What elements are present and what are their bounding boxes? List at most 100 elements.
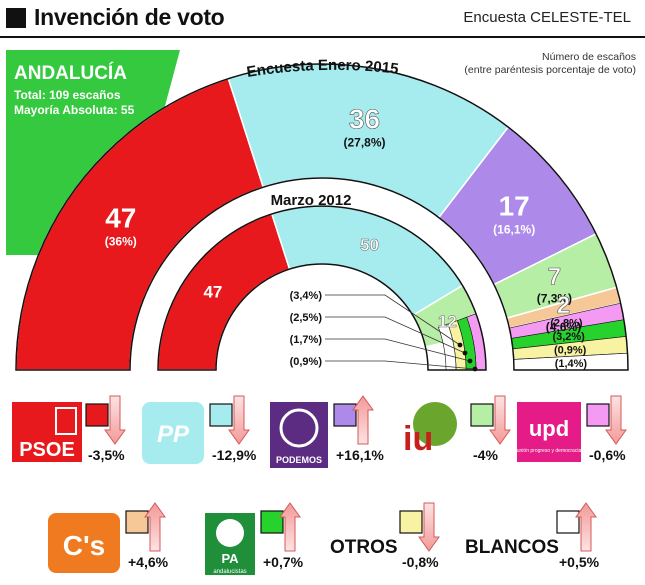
outer-seats-podemos: 17: [499, 191, 530, 222]
party-logo-pa: PA andalucistas: [205, 513, 255, 575]
color-swatch-iu: [470, 403, 494, 427]
change-value-podemos: +16,1%: [336, 447, 384, 463]
arrow-down-icon: [228, 395, 250, 445]
change-panels: PSOE -3,5% PP -12,9% PODEMOS +16,1% iu -4% upd un…: [12, 395, 627, 575]
svg-text:PSOE: PSOE: [19, 439, 75, 461]
outer-pct-pp: (27,8%): [343, 136, 385, 150]
inner-pct-upyd: (3,4%): [290, 290, 323, 302]
party-logo-blancos: BLANCOS: [465, 537, 559, 558]
arrow-down-icon: [418, 502, 440, 552]
callout-dot-upyd: [457, 342, 463, 348]
outer-ring: [15, 63, 629, 371]
party-logo-upyd: upd unión progreso y democracia: [517, 402, 582, 462]
svg-text:upd: upd: [529, 416, 569, 441]
change-value-upyd: -0,6%: [589, 447, 626, 463]
party-logo-iu: iu: [403, 402, 457, 458]
outer-pct-pa: (3,2%): [552, 331, 585, 343]
inner-seats-psoe: 47: [203, 282, 222, 301]
change-value-c-s: +4,6%: [128, 554, 169, 570]
svg-text:PODEMOS: PODEMOS: [276, 455, 322, 465]
party-logo-c-s: C's: [48, 513, 120, 573]
change-value-pp: -12,9%: [212, 447, 257, 463]
inner-seats-iu: 12: [438, 312, 457, 331]
inner-pct-blancos: (0,9%): [290, 356, 323, 368]
outer-pct-blancos: (1,4%): [555, 358, 588, 370]
change-panel-podemos: PODEMOS +16,1%: [270, 395, 384, 468]
change-panel-c-s: C's +4,6%: [48, 502, 169, 573]
outer-pct-otros: (0,9%): [554, 344, 587, 356]
color-swatch-pp: [209, 403, 233, 427]
outer-pct-psoe: (36%): [105, 234, 137, 248]
change-value-psoe: -3,5%: [88, 447, 125, 463]
inner-ring-outline: [157, 205, 487, 371]
region-majority: Mayoría Absoluta: 55: [14, 103, 135, 117]
note-line-1: Número de escaños: [542, 51, 636, 63]
svg-text:PP: PP: [157, 421, 190, 448]
callout-line-blancos: [325, 360, 476, 370]
svg-text:OTROS: OTROS: [330, 537, 398, 558]
svg-text:andalucistas: andalucistas: [213, 569, 246, 575]
callout-dot-otros: [467, 358, 473, 364]
change-panel-otros: OTROS-0,8%: [330, 502, 440, 570]
svg-text:unión progreso y democracia: unión progreso y democracia: [517, 448, 582, 454]
outer-pct-upyd: (4,6%): [546, 320, 581, 334]
arrow-down-icon: [489, 395, 511, 445]
change-panel-pp: PP -12,9%: [142, 395, 257, 464]
color-swatch-otros: [399, 510, 423, 534]
party-logo-podemos: PODEMOS: [270, 402, 328, 468]
change-panel-psoe: PSOE -3,5%: [12, 395, 126, 463]
outer-seats-pp: 36: [349, 104, 380, 135]
outer-pct-iu: (7,3%): [537, 292, 572, 306]
inner-pct-otros: (1,7%): [290, 334, 323, 346]
svg-text:PA: PA: [221, 551, 239, 566]
change-value-blancos: +0,5%: [559, 554, 600, 570]
note-line-2: (entre paréntesis porcentaje de voto): [464, 64, 636, 76]
color-swatch-c-s: [125, 510, 149, 534]
callout-line-pa: [325, 316, 466, 354]
color-swatch-upyd: [586, 403, 610, 427]
party-logo-psoe: PSOE: [12, 402, 82, 462]
change-panel-blancos: BLANCOS+0,5%: [465, 502, 600, 570]
color-swatch-podemos: [333, 403, 357, 427]
arrow-up-icon: [575, 502, 597, 552]
color-swatch-psoe: [85, 403, 109, 427]
arrow-up-icon: [352, 395, 374, 445]
ring-labels: 47(36%)36(27,8%)17(16,1%)7(7,3%)2(4,6%)(…: [105, 103, 588, 372]
change-value-pa: +0,7%: [263, 554, 304, 570]
page-title: Invención de voto: [34, 4, 225, 30]
change-value-otros: -0,8%: [402, 554, 439, 570]
inner-seats-pp: 50: [360, 236, 379, 255]
arrow-up-icon: [279, 502, 301, 552]
header-square-icon: [6, 8, 26, 28]
region-total: Total: 109 escaños: [14, 88, 121, 102]
outer-pct-c-s: (2,8%): [550, 317, 583, 329]
callout-dot-blancos: [472, 366, 478, 372]
change-panel-pa: PA andalucistas +0,7%: [205, 502, 304, 575]
source-label: Encuesta CELESTE-TEL: [463, 9, 631, 26]
callout-line-otros: [325, 338, 471, 362]
arrow-down-icon: [104, 395, 126, 445]
party-logo-pp: PP: [142, 402, 204, 464]
inner-ring-title: Marzo 2012: [271, 192, 352, 209]
svg-text:C's: C's: [63, 530, 105, 561]
seat-chart: ANDALUCÍA Total: 109 escaños Mayoría Abs…: [6, 50, 636, 575]
outer-ring-outline: [15, 63, 629, 371]
callout-dot-pa: [462, 350, 468, 356]
color-swatch-pa: [260, 510, 284, 534]
change-panel-iu: iu -4%: [403, 395, 511, 463]
change-value-iu: -4%: [473, 447, 498, 463]
outer-seats-iu: 7: [548, 264, 561, 291]
header-bar: Invención de voto Encuesta CELESTE-TEL: [0, 0, 645, 38]
outer-seats-upyd: 2: [557, 292, 570, 319]
arrow-down-icon: [605, 395, 627, 445]
arrow-up-icon: [144, 502, 166, 552]
outer-seats-psoe: 47: [105, 202, 136, 233]
change-panel-upyd: upd unión progreso y democracia -0,6%: [517, 395, 627, 463]
region-name: ANDALUCÍA: [14, 62, 127, 84]
svg-text:BLANCOS: BLANCOS: [465, 537, 559, 558]
svg-text:iu: iu: [403, 420, 433, 458]
color-swatch-blancos: [556, 510, 580, 534]
callout-line-upyd: [325, 294, 461, 346]
outer-pct-podemos: (16,1%): [493, 223, 535, 237]
party-logo-otros: OTROS: [330, 537, 398, 558]
